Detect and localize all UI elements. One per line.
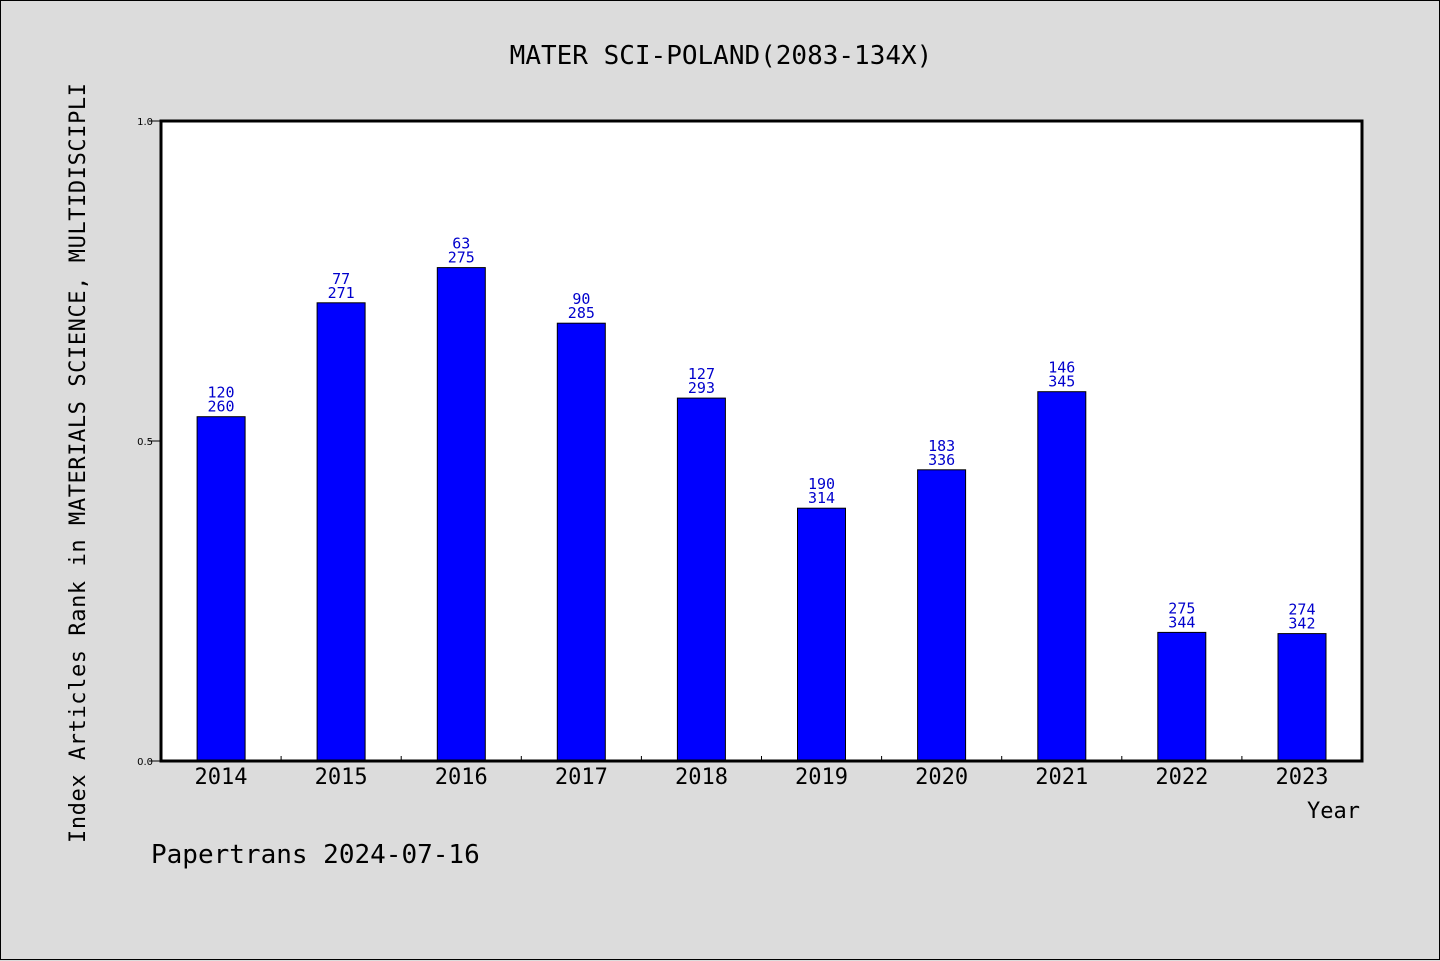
y-tick-label-0.5: 0.5 <box>137 437 153 448</box>
bar-2016 <box>436 267 486 762</box>
y-axis-ticks: 0.0 0.5 1.0 <box>137 117 161 768</box>
x-tick-label-2023: 2023 <box>1275 765 1328 790</box>
bar-label-bottom-2021: 345 <box>1048 373 1075 391</box>
bar-2015 <box>316 302 366 762</box>
bar-label-bottom-2016: 275 <box>448 249 475 267</box>
x-tick-label-2018: 2018 <box>675 765 728 790</box>
chart-title: MATER SCI-POLAND(2083-134X) <box>510 41 933 71</box>
bar-label-bottom-2015: 271 <box>328 284 355 302</box>
bar-label-bottom-2017: 285 <box>568 304 595 322</box>
bar-label-top-2019: 190 <box>808 475 835 493</box>
bar-2018 <box>676 397 726 762</box>
bar-label-top-2017: 90 <box>572 290 590 308</box>
x-tick-label-2021: 2021 <box>1035 765 1088 790</box>
bar-2022 <box>1157 631 1207 762</box>
bar-label-top-2022: 275 <box>1168 599 1195 617</box>
bar-2020 <box>917 469 967 762</box>
x-tick-label-2017: 2017 <box>555 765 608 790</box>
y-tick-label-1.0: 1.0 <box>137 117 153 128</box>
bar-2014 <box>196 416 246 762</box>
bar-label-bottom-2020: 336 <box>928 451 955 469</box>
bar-label-top-2021: 146 <box>1048 359 1075 377</box>
bar-label-bottom-2022: 344 <box>1168 613 1195 631</box>
bar-label-top-2018: 127 <box>688 365 715 383</box>
bar-2017 <box>556 322 606 762</box>
footer-credit: Papertrans 2024-07-16 <box>151 840 480 870</box>
y-axis-label: Index Articles Rank in MATERIALS SCIENCE… <box>66 83 91 843</box>
x-tick-label-2016: 2016 <box>435 765 488 790</box>
bar-label-bottom-2023: 342 <box>1288 615 1315 633</box>
bar-2021 <box>1037 391 1087 762</box>
bar-label-bottom-2014: 260 <box>208 398 235 416</box>
bar-label-bottom-2019: 314 <box>808 489 835 507</box>
x-tick-label-2014: 2014 <box>195 765 248 790</box>
bar-label-bottom-2018: 293 <box>688 379 715 397</box>
bar-label-top-2020: 183 <box>928 437 955 455</box>
bar-label-top-2014: 120 <box>208 384 235 402</box>
bars-group <box>196 267 1327 762</box>
bar-labels-group: 1202607727163275902851272931903141833361… <box>208 235 1316 633</box>
x-tick-label-2020: 2020 <box>915 765 968 790</box>
bar-label-top-2016: 63 <box>452 235 470 253</box>
x-tick-label-2015: 2015 <box>315 765 368 790</box>
y-tick-label-0.0: 0.0 <box>137 757 153 768</box>
x-axis-ticks: 2014 2015 2016 2017 2018 2019 2020 2021 2022 2023 <box>195 756 1328 790</box>
x-tick-label-2019: 2019 <box>795 765 848 790</box>
bar-label-top-2015: 77 <box>332 270 350 288</box>
bar-2023 <box>1277 633 1327 762</box>
x-tick-label-2022: 2022 <box>1155 765 1208 790</box>
bar-label-top-2023: 274 <box>1288 601 1315 619</box>
x-axis-label: Year <box>1307 799 1360 824</box>
bar-2019 <box>797 507 846 762</box>
